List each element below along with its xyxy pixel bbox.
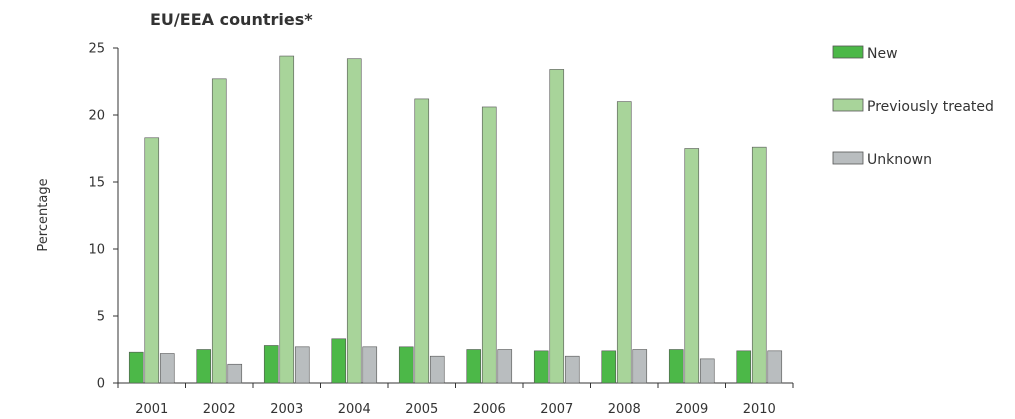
bar-unknown (699, 358, 715, 384)
y-tick-label: 20 (88, 109, 105, 124)
bar-new (736, 350, 752, 384)
x-tick-label: 2010 (743, 402, 776, 417)
y-tick-label: 5 (97, 310, 105, 325)
legend-swatch (832, 98, 864, 112)
legend-swatch (832, 45, 864, 59)
bar-new (668, 349, 684, 384)
y-tick-label: 15 (88, 176, 105, 191)
x-tick-label: 2008 (608, 402, 641, 417)
bar-new (398, 346, 414, 384)
legend-swatch (832, 151, 864, 165)
bar-previously-treated (751, 146, 767, 384)
bar-new (128, 351, 144, 384)
bar-previously-treated (616, 101, 632, 384)
bar-previously-treated (346, 58, 362, 384)
bar-previously-treated (549, 69, 565, 384)
x-tick-label: 2009 (675, 402, 708, 417)
bar-unknown (159, 353, 175, 384)
bar-previously-treated (684, 148, 700, 384)
bar-unknown (362, 346, 378, 384)
x-tick-label: 2003 (270, 402, 303, 417)
legend-label: Previously treated (867, 99, 994, 115)
x-tick-label: 2004 (338, 402, 371, 417)
bar-previously-treated (481, 106, 497, 384)
bar-unknown (767, 350, 783, 384)
bar-previously-treated (211, 78, 227, 384)
bar-new (196, 349, 212, 384)
bar-unknown (632, 349, 648, 384)
x-tick-label: 2002 (203, 402, 236, 417)
bar-unknown (497, 349, 513, 384)
bar-previously-treated (279, 55, 295, 384)
bar-unknown (429, 355, 445, 384)
y-tick-label: 25 (88, 42, 105, 57)
bar-new (466, 349, 482, 384)
bar-unknown (564, 355, 580, 384)
bar-new (331, 338, 347, 384)
x-tick-label: 2005 (405, 402, 438, 417)
y-tick-label: 10 (88, 243, 105, 258)
bar-unknown (227, 363, 243, 384)
y-axis-label: Percentage (36, 178, 51, 251)
legend-label: New (867, 46, 898, 62)
chart-title: EU/EEA countries* (150, 10, 313, 29)
bar-previously-treated (144, 137, 160, 384)
bar-unknown (294, 346, 310, 384)
plot-area: 0 5 10 15 20 25 2001 2002 2003 2004 2005 2006 2007 20… (88, 42, 794, 417)
legend-label: Unknown (867, 152, 932, 168)
legend: New Previously treated Unknown (832, 45, 994, 168)
x-tick-label: 2006 (473, 402, 506, 417)
y-tick-label: 0 (97, 377, 105, 392)
bar-previously-treated (414, 98, 430, 384)
x-tick-label: 2001 (135, 402, 168, 417)
bar-new (263, 345, 279, 384)
x-tick-label: 2007 (540, 402, 573, 417)
bar-new (533, 350, 549, 384)
bar-new (601, 350, 617, 384)
